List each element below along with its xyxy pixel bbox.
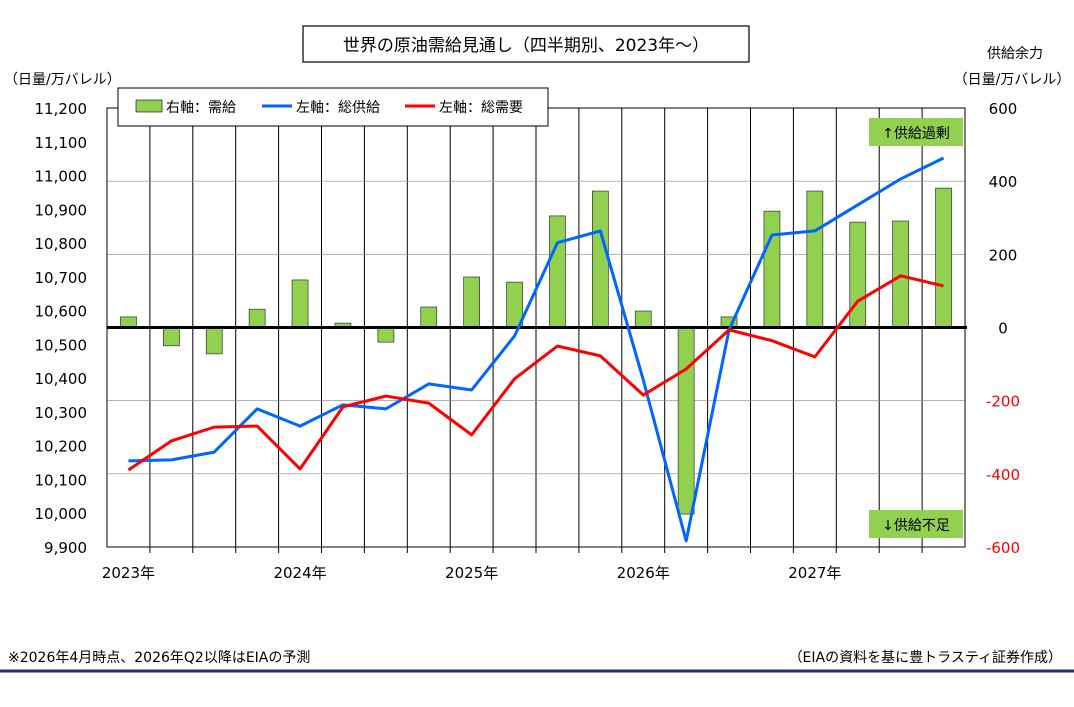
demand-line: [127, 274, 944, 472]
deficit-label: ↓供給不足: [882, 518, 950, 534]
right-tick-label: 0: [998, 320, 1008, 338]
left-axis-label: （日量/万バレル）: [4, 72, 121, 88]
left-tick-label: 10,700: [35, 269, 88, 287]
bar-2023Q4: [248, 308, 266, 328]
left-tick-label: 9,900: [44, 539, 87, 557]
left-tick-label: 10,300: [35, 404, 88, 422]
surplus-box: [869, 118, 963, 146]
right-tick-label: -400: [986, 466, 1020, 484]
left-tick-label: 10,500: [35, 336, 88, 354]
legend-swatch-balance: [135, 99, 163, 113]
supply-line: [128, 156, 945, 543]
left-tick-label: 10,200: [35, 438, 88, 456]
bar-2024Q3: [377, 327, 395, 343]
footer-source: （EIAの資料を基に豊トラスティ証券作成）: [789, 649, 1062, 666]
right-axis-label-2: （日量/万バレル）: [954, 72, 1071, 88]
legend-label-supply: 左軸：総供給: [296, 100, 380, 116]
left-tick-label: 10,900: [35, 201, 88, 219]
chart-title: 世界の原油需給見通し（四半期別、2023年～）: [343, 36, 709, 56]
legend-label-balance: 右軸：需給: [166, 100, 236, 116]
legend: 右軸：需給 左軸：総供給 左軸：総需要: [117, 87, 549, 127]
left-tick-label: 10,600: [35, 303, 88, 321]
bar-2023Q3: [205, 327, 223, 355]
left-tick-label: 11,000: [35, 168, 88, 186]
left-tick-label: 10,800: [35, 235, 88, 253]
left-tick-label: 10,400: [35, 370, 88, 388]
left-tick-label: 10,000: [35, 505, 88, 523]
bar-2025Q4: [591, 190, 609, 328]
bar-2027Q4: [935, 187, 952, 328]
bar-2027Q3: [892, 220, 910, 328]
bar-2026Q2: [677, 327, 695, 515]
x-year-label: 2023年: [102, 564, 155, 582]
bar-2025Q3: [549, 215, 566, 328]
right-tick-label: 200: [989, 246, 1018, 264]
bar-2027Q2: [849, 221, 867, 328]
deficit-box: [869, 510, 963, 538]
bar-2024Q1: [291, 279, 309, 328]
left-tick-label: 11,200: [35, 100, 88, 118]
bar-2024Q4: [420, 306, 438, 328]
footer-note: ※2026年4月時点、2026年Q2以降はEIAの予測: [8, 650, 310, 666]
x-year-label: 2024年: [273, 564, 326, 582]
right-tick-label: 400: [989, 173, 1018, 191]
bar-2023Q1: [120, 316, 137, 328]
left-tick-label: 11,100: [35, 134, 88, 152]
left-tick-label: 10,100: [35, 471, 88, 489]
title-box: [302, 25, 750, 63]
bar-2026Q1: [634, 310, 652, 328]
right-axis-label-1: 供給余力: [987, 45, 1043, 62]
surplus-label: ↑供給過剰: [882, 126, 950, 142]
bar-2025Q1: [463, 276, 480, 328]
right-tick-label: -600: [986, 539, 1020, 557]
bar-2027Q1: [806, 190, 824, 328]
right-tick-label: -200: [986, 393, 1020, 411]
right-tick-label: 600: [989, 100, 1018, 118]
x-year-label: 2025年: [445, 564, 498, 582]
x-year-label: 2026年: [617, 564, 670, 582]
bar-2023Q2: [163, 327, 180, 347]
x-year-label: 2027年: [788, 564, 841, 582]
bar-2026Q4: [763, 210, 781, 328]
legend-label-demand: 左軸：総需要: [439, 100, 523, 116]
